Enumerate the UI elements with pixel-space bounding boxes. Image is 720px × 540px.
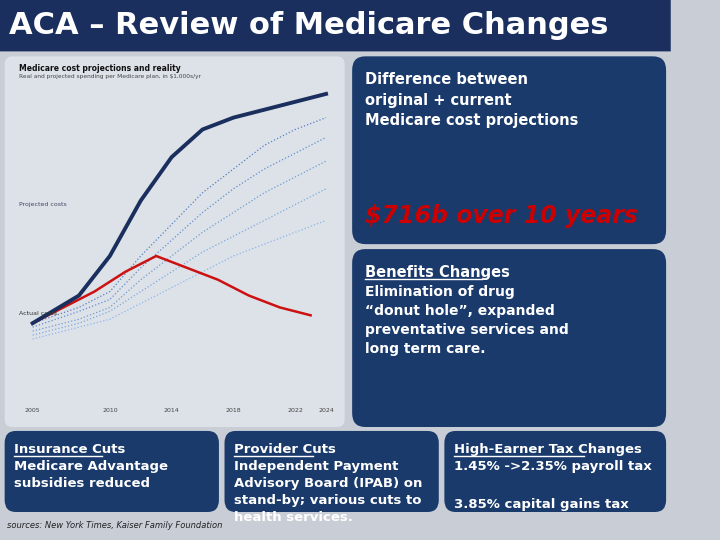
Text: Medicare cost projections and reality: Medicare cost projections and reality	[19, 64, 181, 73]
Text: $716b over 10 years: $716b over 10 years	[365, 204, 638, 228]
Text: 1.45% ->2.35% payroll tax

3.85% capital gains tax: 1.45% ->2.35% payroll tax 3.85% capital …	[454, 460, 652, 511]
FancyBboxPatch shape	[444, 431, 666, 512]
FancyBboxPatch shape	[0, 0, 671, 51]
Text: High-Earner Tax Changes: High-Earner Tax Changes	[454, 443, 642, 456]
Text: 2024: 2024	[318, 408, 334, 413]
Text: Elimination of drug
“donut hole”, expanded
preventative services and
long term c: Elimination of drug “donut hole”, expand…	[365, 285, 569, 355]
Text: Insurance Cuts: Insurance Cuts	[14, 443, 125, 456]
Text: 2005: 2005	[24, 408, 40, 413]
Text: ACA – Review of Medicare Changes: ACA – Review of Medicare Changes	[9, 11, 609, 40]
FancyBboxPatch shape	[4, 56, 345, 427]
Text: Benefits Changes: Benefits Changes	[365, 265, 510, 280]
Text: sources: New York Times, Kaiser Family Foundation: sources: New York Times, Kaiser Family F…	[7, 521, 222, 530]
Text: 2018: 2018	[225, 408, 241, 413]
FancyBboxPatch shape	[352, 56, 666, 244]
FancyBboxPatch shape	[225, 431, 438, 512]
Text: 2022: 2022	[287, 408, 303, 413]
FancyBboxPatch shape	[4, 431, 219, 512]
FancyBboxPatch shape	[352, 249, 666, 427]
Text: Provider Cuts: Provider Cuts	[234, 443, 336, 456]
Text: Actual costs: Actual costs	[19, 311, 57, 316]
Text: Projected costs: Projected costs	[19, 202, 66, 207]
Text: 2010: 2010	[102, 408, 117, 413]
Text: Medicare Advantage
subsidies reduced: Medicare Advantage subsidies reduced	[14, 460, 168, 490]
Text: Difference between
original + current
Medicare cost projections: Difference between original + current Me…	[365, 72, 579, 128]
Text: Independent Payment
Advisory Board (IPAB) on
stand-by; various cuts to
health se: Independent Payment Advisory Board (IPAB…	[234, 460, 422, 524]
Text: Real and projected spending per Medicare plan, in $1,000s/yr: Real and projected spending per Medicare…	[19, 74, 201, 79]
Text: 2014: 2014	[163, 408, 179, 413]
